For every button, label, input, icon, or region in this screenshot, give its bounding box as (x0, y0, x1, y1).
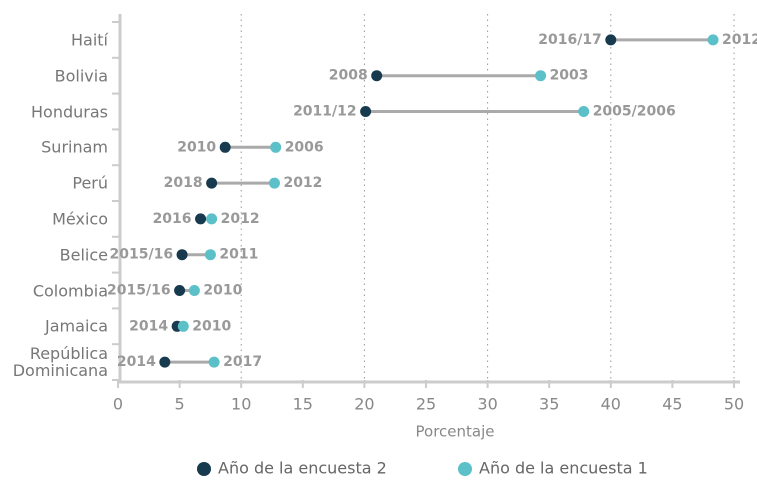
x-axis-title: Porcentaje (416, 423, 495, 441)
point-label: 2008 (329, 68, 368, 84)
dot (270, 141, 282, 153)
point-label: 2006 (285, 139, 324, 155)
point-label: 2012 (221, 211, 260, 227)
category-label: Perú (72, 173, 108, 193)
category-label: Colombia (32, 281, 108, 300)
x-tick-label: 30 (477, 395, 497, 414)
legend-swatch (458, 462, 472, 476)
legend-swatch (197, 462, 211, 476)
dot (208, 356, 220, 368)
x-tick-label: 40 (601, 395, 621, 414)
point-label: 2003 (550, 68, 589, 84)
point-label: 2010 (203, 283, 242, 299)
category-label: Bolivia (54, 66, 108, 86)
point-label: 2017 (223, 354, 262, 370)
category-label: Belice (59, 245, 108, 265)
category-label: México (52, 209, 108, 229)
category-label: Honduras (31, 102, 108, 121)
point-label: 2011 (219, 247, 258, 263)
point-label: 2005/2006 (593, 104, 676, 120)
dot (206, 177, 218, 189)
point-label: 2016 (153, 211, 192, 227)
dot (206, 213, 218, 225)
point-label: 2016/17 (538, 32, 602, 48)
legend-label: Año de la encuesta 2 (218, 459, 387, 478)
dot (707, 34, 719, 46)
point-label: 2018 (164, 175, 203, 191)
dot (535, 70, 547, 82)
category-label: Haití (71, 30, 108, 50)
dot (188, 285, 200, 296)
x-tick-label: 20 (354, 395, 374, 414)
dot (360, 106, 372, 117)
dot (371, 70, 383, 82)
point-label: 2015/16 (107, 283, 171, 299)
dot (174, 285, 186, 296)
dot (176, 249, 188, 261)
point-label: 2010 (192, 318, 231, 334)
dot (204, 249, 216, 261)
dot (268, 177, 280, 189)
point-label: 2010 (177, 139, 216, 155)
x-tick-label: 50 (724, 395, 744, 414)
dot (605, 34, 617, 46)
x-tick-label: 25 (416, 395, 436, 414)
dot (578, 106, 590, 117)
dot (219, 141, 231, 153)
legend-label: Año de la encuesta 1 (479, 459, 648, 478)
point-label: 2011/12 (293, 104, 357, 120)
point-label: 2012 (283, 175, 322, 191)
point-label: 2015/16 (110, 247, 174, 263)
dot (195, 213, 207, 225)
x-tick-label: 15 (293, 395, 313, 414)
category-label: Surinam (41, 137, 108, 157)
x-tick-label: 10 (231, 395, 251, 414)
point-label: 2014 (129, 318, 168, 334)
point-label: 2012 (722, 32, 757, 48)
dot (159, 356, 171, 368)
category-label: Jamaica (45, 316, 108, 336)
point-label: 2014 (117, 354, 156, 370)
x-tick-label: 35 (539, 395, 559, 414)
dot (177, 320, 189, 332)
x-tick-label: 0 (113, 395, 123, 414)
x-tick-label: 45 (662, 395, 682, 414)
x-tick-label: 5 (175, 395, 185, 414)
category-label: República Dominicana (12, 344, 108, 381)
